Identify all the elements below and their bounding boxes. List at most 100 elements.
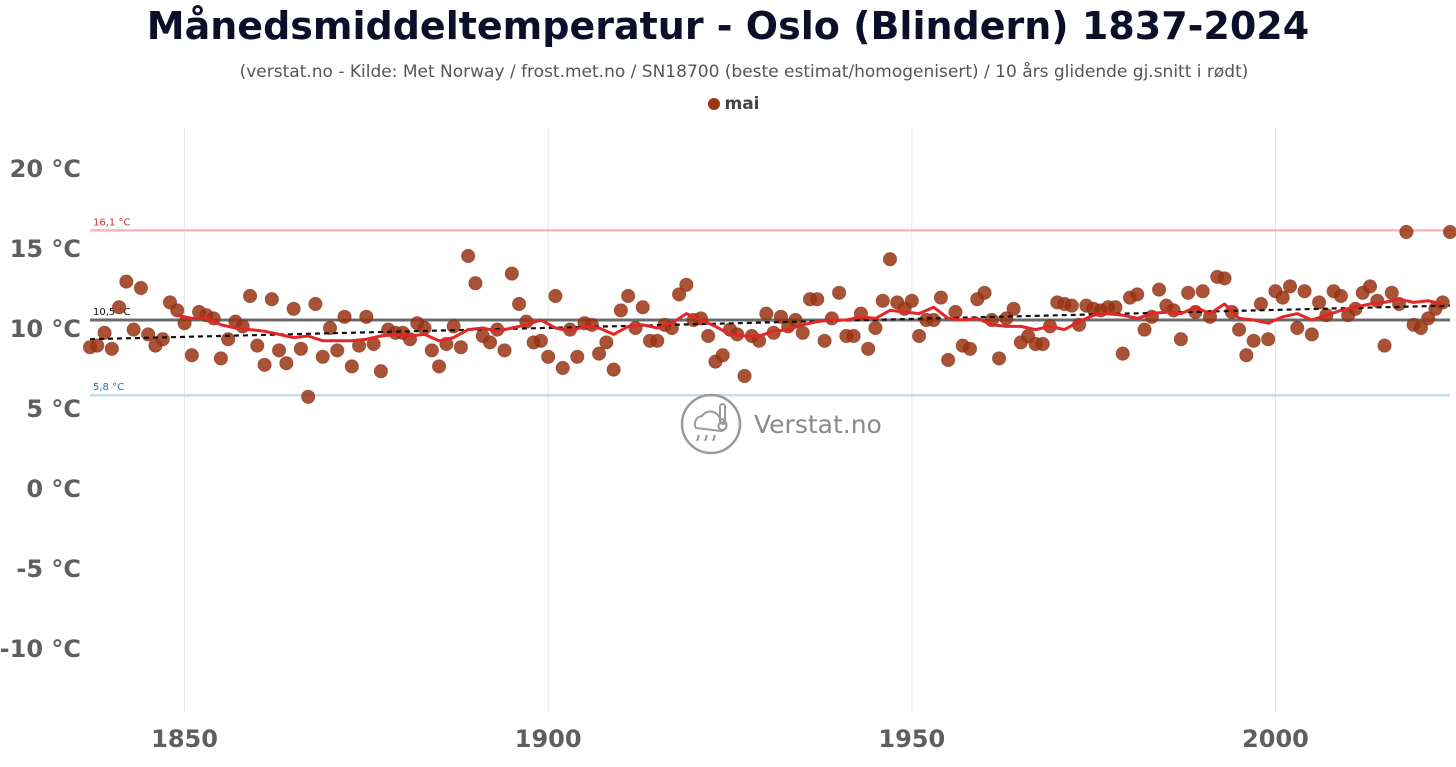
- data-point: [1181, 285, 1196, 300]
- y-tick-label: -10 °C: [0, 635, 81, 663]
- data-point: [468, 276, 483, 291]
- y-tick-label: 0 °C: [26, 475, 81, 503]
- data-point: [1290, 320, 1305, 336]
- data-point: [213, 351, 229, 366]
- data-point: [337, 309, 352, 324]
- data-point: [264, 292, 279, 307]
- data-point: [904, 293, 919, 308]
- data-point: [119, 274, 134, 289]
- data-point: [1333, 288, 1349, 304]
- data-point: [293, 341, 309, 356]
- data-point: [453, 340, 469, 355]
- data-point: [911, 328, 927, 344]
- watermark-text: Verstat.no: [754, 410, 882, 439]
- chart-title: Månedsmiddeltemperatur - Oslo (Blindern)…: [146, 4, 1310, 48]
- data-point: [170, 303, 185, 318]
- data-point: [1151, 282, 1167, 297]
- data-points: [82, 224, 1456, 404]
- data-point: [1173, 332, 1189, 347]
- data-point: [635, 300, 650, 315]
- moving-average-path: [176, 297, 1444, 343]
- data-point: [461, 248, 476, 264]
- data-point: [882, 252, 898, 267]
- data-point: [1108, 300, 1123, 315]
- data-point: [868, 320, 883, 336]
- data-point: [584, 317, 599, 332]
- data-point: [1362, 279, 1378, 294]
- data-point: [650, 333, 665, 348]
- data-point: [773, 309, 789, 324]
- trend-line-path: [89, 304, 1451, 341]
- data-point: [504, 266, 519, 281]
- chart-subtitle: (verstat.no - Kilde: Met Norway / frost.…: [239, 62, 1249, 82]
- data-point: [344, 359, 359, 374]
- data-point: [831, 285, 847, 300]
- data-point: [286, 301, 301, 316]
- data-point: [1442, 224, 1456, 240]
- data-point: [941, 352, 956, 368]
- data-point: [308, 296, 323, 312]
- data-point: [90, 338, 105, 353]
- data-point: [1064, 298, 1079, 313]
- weather-logo-icon: [680, 393, 742, 455]
- reference-line-label: 5,8 °C: [93, 382, 124, 393]
- x-tick-label-1850: 1850: [151, 725, 218, 753]
- reference-line-label: 10,5 °C: [93, 307, 130, 318]
- y-tick-label: 5 °C: [26, 395, 81, 423]
- data-point: [1166, 303, 1181, 318]
- data-point: [97, 325, 112, 340]
- y-tick-label: 20 °C: [10, 155, 81, 183]
- data-point: [104, 341, 119, 356]
- data-point: [1115, 346, 1130, 361]
- data-point: [1035, 336, 1050, 352]
- x-tick-label-2000: 2000: [1242, 725, 1309, 753]
- data-point: [1421, 311, 1436, 326]
- legend[interactable]: mai: [0, 94, 1456, 114]
- reference-line-label: 16,1 °C: [93, 217, 130, 228]
- data-point: [962, 341, 978, 356]
- legend-label-mai: mai: [724, 94, 760, 114]
- data-point: [111, 300, 127, 315]
- data-point: [1231, 322, 1247, 337]
- data-point: [548, 288, 563, 304]
- data-point: [1311, 295, 1327, 310]
- data-point: [737, 368, 752, 384]
- data-point: [570, 349, 585, 364]
- data-point: [322, 320, 338, 336]
- data-point: [926, 312, 941, 328]
- data-point: [271, 343, 287, 358]
- x-tick-label-1900: 1900: [515, 725, 582, 753]
- data-point: [810, 292, 825, 307]
- data-point: [431, 359, 447, 374]
- data-point: [1246, 333, 1261, 348]
- data-point: [1006, 301, 1021, 316]
- data-point: [1137, 322, 1152, 337]
- data-point: [1282, 279, 1298, 294]
- data-point: [1304, 327, 1319, 342]
- data-point: [606, 362, 621, 377]
- data-point: [977, 285, 992, 300]
- y-tick-label: 10 °C: [10, 315, 81, 343]
- data-point: [242, 288, 258, 304]
- data-point: [155, 332, 170, 347]
- data-point: [533, 333, 549, 348]
- data-point: [628, 320, 643, 336]
- watermark: Verstat.no: [680, 393, 882, 455]
- data-point: [555, 360, 570, 376]
- data-point: [679, 277, 694, 292]
- data-point: [591, 346, 607, 361]
- data-point: [1275, 290, 1290, 305]
- data-point: [184, 348, 199, 363]
- data-point: [330, 343, 345, 358]
- data-point: [701, 328, 716, 344]
- data-point: [1239, 348, 1254, 363]
- data-point: [257, 357, 272, 372]
- data-point: [861, 341, 876, 356]
- data-point: [1377, 338, 1392, 353]
- data-point: [315, 349, 330, 364]
- data-point: [126, 322, 141, 337]
- data-point: [715, 348, 730, 363]
- data-point: [1217, 271, 1232, 286]
- data-point: [1297, 284, 1312, 299]
- data-point: [1413, 320, 1429, 336]
